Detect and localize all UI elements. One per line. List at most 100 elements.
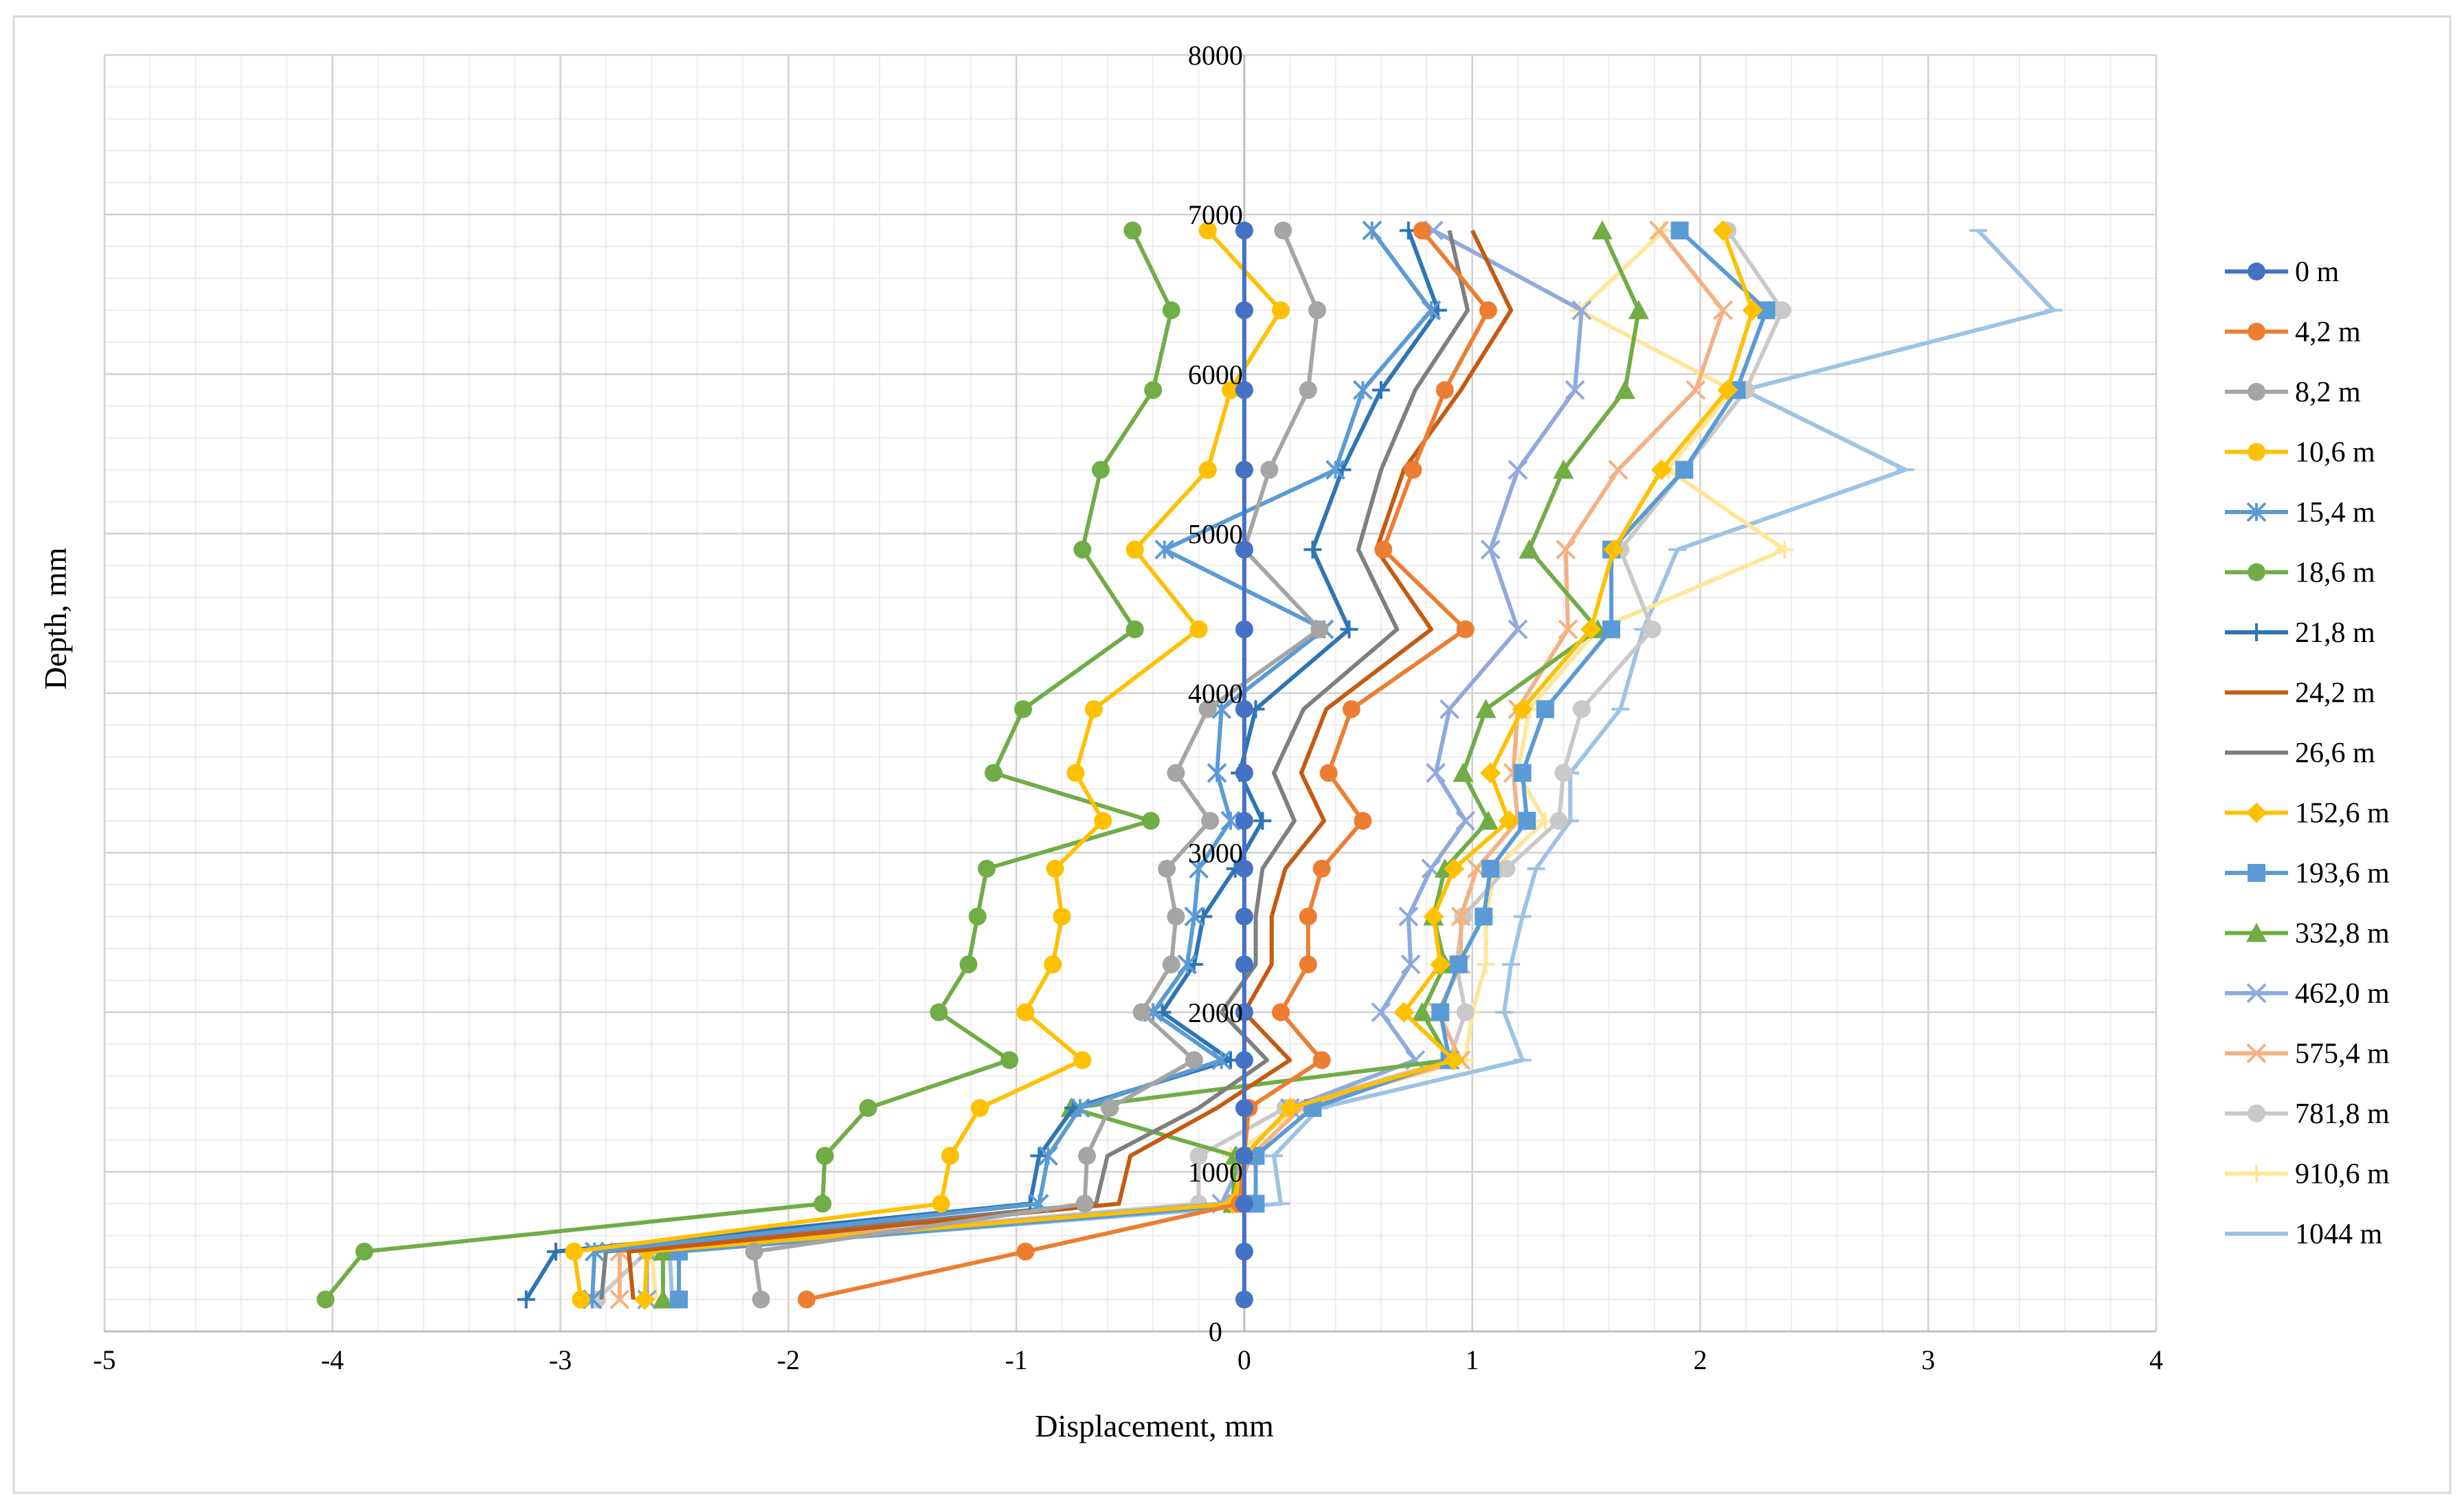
data-point <box>1670 221 1689 240</box>
data-point <box>1554 764 1573 782</box>
data-point <box>1235 381 1253 399</box>
legend-label: 152,6 m <box>2295 798 2390 830</box>
data-point <box>2246 922 2267 942</box>
data-point <box>1125 540 1144 559</box>
chart-border <box>12 15 2452 1494</box>
series-group <box>316 220 2063 1310</box>
data-point <box>1189 858 1209 879</box>
y-tick-label: 1000 <box>1188 1157 1243 1188</box>
data-point <box>1235 620 1253 639</box>
data-point <box>932 1195 950 1213</box>
data-point <box>1144 381 1163 399</box>
data-point <box>1271 1003 1290 1021</box>
data-point <box>316 1290 335 1309</box>
legend-label: 332,8 m <box>2295 918 2390 950</box>
data-point <box>1066 764 1085 782</box>
data-point <box>1235 1290 1253 1309</box>
data-point <box>1235 1146 1253 1165</box>
data-point <box>1591 220 1613 240</box>
x-tick-label: -3 <box>549 1344 572 1375</box>
data-point <box>1046 859 1064 878</box>
x-tick-label: 3 <box>1921 1344 1935 1375</box>
data-point <box>859 1099 877 1118</box>
x-tick-label: 2 <box>1693 1344 1707 1375</box>
data-point <box>1508 460 1528 480</box>
data-point <box>1508 619 1528 640</box>
data-point <box>1310 620 1329 639</box>
series-1 <box>1235 221 1253 1309</box>
data-point <box>609 1289 630 1309</box>
data-point <box>1479 301 1497 320</box>
data-point <box>1125 620 1144 639</box>
data-point <box>1207 763 1227 783</box>
data-point <box>2248 322 2265 341</box>
data-point <box>1198 221 1217 240</box>
data-point <box>1444 1050 1465 1071</box>
data-point <box>1431 1003 1450 1021</box>
data-point <box>1649 220 1670 241</box>
series-9 <box>599 230 1470 1300</box>
data-point <box>1185 1051 1203 1069</box>
legend-item: 193,6 m <box>2225 858 2390 889</box>
y-tick-label: 6000 <box>1188 359 1243 390</box>
data-point <box>1430 954 1451 975</box>
data-point <box>1614 379 1635 399</box>
data-point <box>1319 764 1338 782</box>
data-point <box>1371 381 1390 399</box>
data-point <box>1713 300 1734 320</box>
legend-item: 575,4 m <box>2225 1039 2390 1070</box>
data-point <box>1362 220 1382 241</box>
data-point <box>1451 907 1471 927</box>
data-point <box>546 1242 565 1261</box>
data-point <box>1073 540 1092 559</box>
data-point <box>814 1195 832 1213</box>
data-point <box>1235 859 1253 878</box>
data-point <box>1393 1001 1415 1023</box>
data-point <box>1141 812 1160 830</box>
data-point <box>1413 221 1431 240</box>
data-point <box>1449 955 1468 974</box>
legend-item: 24,2 m <box>2225 678 2375 709</box>
data-point <box>1480 762 1501 784</box>
data-point <box>797 1290 816 1309</box>
data-point <box>1189 1146 1208 1165</box>
data-point <box>1271 301 1290 320</box>
data-point <box>1123 221 1142 240</box>
legend-item: 18,6 m <box>2225 557 2375 589</box>
data-point <box>1651 459 1672 480</box>
legend-label: 8,2 m <box>2295 377 2361 408</box>
data-point <box>1235 1195 1253 1213</box>
data-point <box>1342 700 1360 718</box>
data-point <box>1685 380 1706 400</box>
data-point <box>1211 1050 1232 1070</box>
data-point <box>1279 1098 1301 1119</box>
data-point <box>517 1290 535 1309</box>
data-point <box>1411 1001 1433 1021</box>
legend-label: 18,6 m <box>2295 557 2375 589</box>
data-point <box>1608 460 1628 480</box>
x-tick-label: -5 <box>93 1344 115 1375</box>
data-point <box>1167 907 1185 926</box>
data-point <box>1776 540 1794 559</box>
legend-label: 15,4 m <box>2295 497 2375 529</box>
legend-label: 26,6 m <box>2295 738 2375 769</box>
legend-item: 462,0 m <box>2225 978 2390 1010</box>
legend-label: 21,8 m <box>2295 617 2375 649</box>
data-point <box>1513 764 1532 782</box>
data-point <box>2248 383 2265 401</box>
data-point <box>1456 1003 1475 1021</box>
data-point <box>1308 301 1327 320</box>
data-point <box>1742 300 1763 321</box>
data-point <box>2248 443 2265 461</box>
x-tick-label: -2 <box>777 1344 800 1375</box>
legend-label: 910,6 m <box>2295 1159 2390 1190</box>
data-point <box>1189 620 1208 639</box>
data-point <box>1132 1003 1151 1021</box>
series-4 <box>565 221 1290 1309</box>
data-point <box>1198 700 1217 718</box>
legend-item: 781,8 m <box>2225 1098 2390 1130</box>
data-point <box>2248 1164 2265 1183</box>
data-point <box>2248 263 2265 280</box>
data-point <box>1717 379 1738 401</box>
